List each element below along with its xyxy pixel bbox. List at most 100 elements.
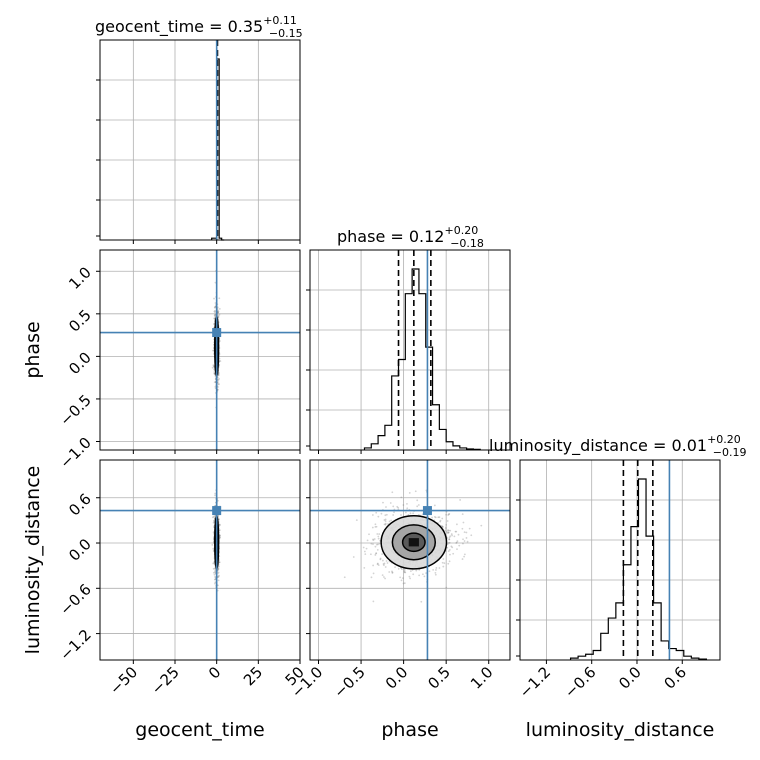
pair-geocent-time-phase-sample [217, 383, 220, 385]
pair-geocent-time-phase-sample [217, 378, 220, 381]
pair-phase-luminosity-distance-sample [456, 548, 458, 551]
pair-phase-luminosity-distance-sample [393, 511, 395, 514]
pair-phase-luminosity-distance-sample [409, 570, 412, 573]
pair-geocent-time-luminosity-distance-sample [211, 516, 214, 519]
pair-phase-luminosity-distance-sample [416, 505, 419, 508]
pair-geocent-time-phase-sample [218, 383, 220, 386]
pair-phase-luminosity-distance-sample [437, 516, 440, 519]
pair-geocent-time-phase-sample [214, 314, 217, 317]
pair-phase-luminosity-distance-sample [380, 512, 383, 515]
pair-geocent-time-luminosity-distance-sample [211, 543, 214, 546]
pair-phase-luminosity-distance-sample [375, 552, 378, 554]
pair-phase-luminosity-distance-sample [391, 571, 394, 574]
pair-phase-luminosity-distance-sample [444, 527, 447, 530]
pair-phase-luminosity-distance-sample [442, 558, 445, 560]
pair-geocent-time-phase-sample [218, 377, 220, 380]
hist-luminosity-distance-xtick-label-0: −1.2 [516, 663, 554, 701]
pair-phase-luminosity-distance-sample [402, 504, 405, 506]
pair-phase-luminosity-distance-sample [434, 571, 437, 574]
pair-phase-luminosity-distance-sample [381, 574, 384, 577]
pair-phase-luminosity-distance-sample [375, 525, 378, 528]
pair-phase-luminosity-distance-sample [374, 545, 377, 548]
pair-geocent-time-luminosity-distance-ytick-label-3: 0.6 [65, 490, 95, 520]
pair-phase-luminosity-distance-sample [355, 519, 358, 522]
pair-geocent-time-luminosity-distance-xtick-label-0: −50 [106, 663, 141, 698]
pair-phase-luminosity-distance-sample [465, 537, 468, 539]
pair-phase-luminosity-distance-sample [374, 523, 377, 526]
pair-geocent-time-phase-frame [99, 249, 301, 451]
pair-phase-luminosity-distance-sample [445, 523, 448, 526]
pair-phase-luminosity-distance-sample [448, 513, 451, 515]
pair-geocent-time-phase-sample [211, 366, 214, 369]
pair-geocent-time-luminosity-distance-sample [212, 562, 215, 565]
pair-phase-luminosity-distance-sample [447, 562, 450, 565]
pair-geocent-time-luminosity-distance-sample [213, 578, 216, 581]
pair-phase-luminosity-distance-sample [449, 553, 451, 556]
pair-geocent-time-phase-sample [213, 297, 215, 300]
pair-geocent-time-phase-sample [217, 381, 219, 383]
pair-phase-luminosity-distance-sample [381, 553, 384, 555]
pair-geocent-time-luminosity-distance-sample [213, 515, 216, 517]
pair-geocent-time-phase-ytick-label-4: 1.0 [65, 263, 95, 293]
pair-phase-luminosity-distance-sample [401, 577, 404, 579]
pair-geocent-time-luminosity-distance-sample [217, 499, 219, 502]
pair-phase-luminosity-distance-sample [458, 544, 461, 547]
ylabel-luminosity-distance: luminosity_distance [22, 466, 44, 655]
hist-geocent-time-steps [211, 58, 225, 241]
pair-geocent-time-luminosity-distance-sample [214, 494, 216, 497]
pair-phase-luminosity-distance-sample [415, 569, 418, 572]
ylabel-phase: phase [22, 321, 44, 378]
pair-geocent-time-luminosity-distance-sample [214, 578, 217, 581]
pair-geocent-time-luminosity-distance-sample [217, 579, 220, 582]
pair-geocent-time-luminosity-distance-sample [212, 526, 215, 528]
pair-phase-luminosity-distance-sample [384, 518, 387, 521]
pair-phase-luminosity-distance-sample [400, 579, 403, 582]
pair-phase-luminosity-distance-sample [418, 574, 421, 577]
pair-geocent-time-luminosity-distance-sample [218, 523, 221, 526]
pair-phase-luminosity-distance-sample [373, 538, 376, 540]
pair-phase-luminosity-distance-xtick-label-3: 0.5 [424, 663, 454, 693]
pair-phase-luminosity-distance-sample [449, 529, 452, 532]
pair-phase-luminosity-distance-sample [388, 520, 391, 523]
pair-geocent-time-phase-ytick-label-1: −0.5 [56, 391, 94, 429]
pair-geocent-time-phase-sample [217, 310, 220, 313]
pair-geocent-time-phase-truth-marker [212, 328, 222, 338]
pair-phase-luminosity-distance-sample [376, 533, 379, 535]
pair-phase-luminosity-distance-sample [383, 576, 385, 578]
pair-phase-luminosity-distance-sample [365, 547, 368, 550]
pair-geocent-time-luminosity-distance-truth-marker [212, 506, 222, 516]
pair-geocent-time-luminosity-distance-sample [214, 581, 217, 584]
pair-phase-luminosity-distance-sample [374, 554, 377, 556]
hist-luminosity-distance-xtick-label-1: −0.6 [561, 663, 599, 701]
pair-geocent-time-luminosity-distance-sample [212, 550, 215, 552]
pair-geocent-time-luminosity-distance-sample [214, 569, 217, 572]
xlabel-phase: phase [381, 719, 438, 741]
pair-phase-luminosity-distance-sample [383, 519, 386, 521]
pair-geocent-time-phase-ytick-label-3: 0.5 [65, 306, 95, 336]
pair-phase-luminosity-distance-sample [438, 567, 441, 569]
pair-phase-luminosity-distance-sample [372, 564, 375, 567]
pair-geocent-time-luminosity-distance-sample [218, 529, 221, 532]
pair-phase-luminosity-distance-sample [372, 543, 374, 546]
pair-phase-luminosity-distance-sample [402, 582, 405, 585]
pair-geocent-time-phase-sample [213, 371, 216, 373]
pair-geocent-time-luminosity-distance-sample [212, 531, 215, 534]
pair-phase-luminosity-distance-sample [371, 514, 374, 516]
pair-geocent-time-phase-sample [213, 306, 216, 309]
pair-phase-luminosity-distance-sample [412, 512, 415, 515]
pair-phase-luminosity-distance-sample [457, 533, 460, 536]
pair-geocent-time-phase-sample [219, 340, 221, 342]
pair-phase-luminosity-distance-sample [397, 506, 400, 509]
pair-phase-luminosity-distance-contour-0 [401, 532, 426, 553]
hist-phase [306, 250, 510, 450]
pair-phase-luminosity-distance-sample [406, 507, 409, 510]
pair-geocent-time-phase-sample [213, 317, 216, 320]
pair-phase-luminosity-distance-sample [462, 521, 465, 524]
pair-phase-luminosity-distance-sample [375, 552, 377, 555]
pair-phase-luminosity-distance-sample [480, 524, 483, 527]
pair-phase-luminosity-distance-sample [404, 571, 407, 574]
pair-phase-luminosity-distance-sample [463, 555, 466, 558]
pair-geocent-time-phase-sample [213, 381, 216, 384]
pair-phase-luminosity-distance-sample [391, 491, 394, 494]
pair-geocent-time-phase-sample [213, 372, 216, 375]
